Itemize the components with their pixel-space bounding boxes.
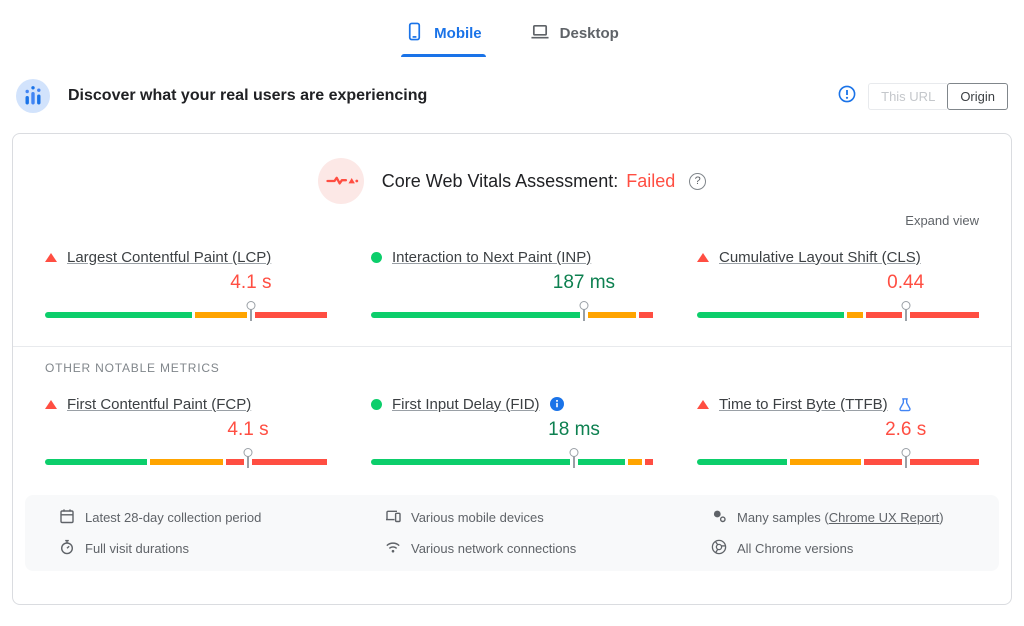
help-icon[interactable]: ? bbox=[689, 172, 707, 190]
flask-icon[interactable] bbox=[898, 397, 912, 412]
info-filled-icon[interactable] bbox=[549, 397, 564, 411]
metric-lcp: Largest Contentful Paint (LCP) 4.1 s bbox=[45, 246, 327, 321]
bar-marker-pin bbox=[247, 450, 250, 468]
tab-desktop-label: Desktop bbox=[559, 25, 619, 42]
core-metrics-grid: Largest Contentful Paint (LCP) 4.1 s Int… bbox=[13, 230, 1011, 321]
network-connections-text: Various network connections bbox=[411, 541, 577, 556]
field-data-icon bbox=[16, 79, 50, 113]
chrome-versions-text: All Chrome versions bbox=[737, 541, 854, 556]
metric-ttfb: Time to First Byte (TTFB) 2.6 s bbox=[697, 393, 979, 468]
assessment-status: Failed bbox=[626, 170, 676, 191]
info-outline-icon[interactable] bbox=[838, 85, 856, 108]
bar-marker-pin bbox=[904, 450, 907, 468]
poor-triangle-icon bbox=[45, 399, 57, 409]
collection-period-text: Latest 28-day collection period bbox=[85, 510, 262, 525]
metric-ttfb-link[interactable]: Time to First Byte (TTFB) bbox=[719, 395, 888, 413]
metric-inp-link[interactable]: Interaction to Next Paint (INP) bbox=[392, 248, 592, 266]
expand-view-button[interactable]: Expand view bbox=[905, 213, 979, 228]
bar-marker-pin bbox=[904, 303, 907, 321]
this-url-button[interactable]: This URL bbox=[868, 82, 948, 110]
metric-cls-bar bbox=[697, 303, 979, 321]
samples-item: Many samples (Chrome UX Report) bbox=[711, 508, 979, 527]
good-dot-icon bbox=[371, 251, 382, 263]
metric-fcp: First Contentful Paint (FCP) 4.1 s bbox=[45, 393, 327, 468]
metric-cls: Cumulative Layout Shift (CLS) 0.44 bbox=[697, 246, 979, 321]
section-divider bbox=[13, 346, 1011, 347]
mobile-devices-text: Various mobile devices bbox=[411, 510, 544, 525]
mobile-devices-item: Various mobile devices bbox=[385, 508, 653, 527]
bar-marker-pin bbox=[573, 450, 576, 468]
metric-lcp-value: 4.1 s bbox=[230, 272, 272, 293]
metric-inp-bar bbox=[371, 303, 653, 321]
metric-fid-value: 18 ms bbox=[548, 419, 600, 440]
field-data-card: Core Web Vitals Assessment: Failed ? Exp… bbox=[12, 133, 1012, 605]
samples-icon bbox=[711, 508, 727, 527]
origin-button[interactable]: Origin bbox=[947, 82, 1008, 110]
laptop-icon bbox=[530, 22, 550, 45]
poor-triangle-icon bbox=[697, 252, 709, 262]
smartphone-icon bbox=[405, 22, 424, 45]
metric-fid: First Input Delay (FID) 18 ms bbox=[371, 393, 653, 468]
tab-mobile-label: Mobile bbox=[434, 25, 482, 42]
device-tab-bar: Mobile Desktop bbox=[0, 0, 1024, 57]
metric-fid-bar bbox=[371, 450, 653, 468]
assessment-title: Core Web Vitals Assessment: bbox=[381, 170, 619, 191]
metric-cls-value: 0.44 bbox=[887, 272, 925, 293]
assessment-pulse-icon bbox=[317, 158, 364, 204]
active-tab-underline bbox=[401, 54, 486, 57]
bar-marker-pin bbox=[582, 303, 585, 321]
scope-toggle: This URL Origin bbox=[868, 82, 1008, 110]
other-metrics-grid: First Contentful Paint (FCP) 4.1 s First… bbox=[13, 375, 1011, 468]
visit-durations-item: Full visit durations bbox=[59, 539, 327, 558]
other-metrics-label: OTHER NOTABLE METRICS bbox=[45, 361, 220, 375]
good-dot-icon bbox=[371, 398, 382, 410]
network-connections-item: Various network connections bbox=[385, 539, 653, 558]
metric-fcp-value: 4.1 s bbox=[227, 419, 269, 440]
metric-ttfb-value: 2.6 s bbox=[885, 419, 927, 440]
field-data-footer: Latest 28-day collection period Full vis… bbox=[25, 495, 999, 571]
chrome-icon bbox=[711, 539, 727, 558]
calendar-icon bbox=[59, 508, 75, 527]
tab-desktop[interactable]: Desktop bbox=[526, 20, 623, 57]
devices-icon bbox=[385, 508, 401, 527]
cwv-assessment-header: Core Web Vitals Assessment: Failed ? bbox=[13, 158, 1011, 204]
field-data-title: Discover what your real users are experi… bbox=[68, 87, 428, 104]
metric-lcp-bar bbox=[45, 303, 327, 321]
poor-triangle-icon bbox=[697, 399, 709, 409]
metric-ttfb-bar bbox=[697, 450, 979, 468]
metric-fid-link[interactable]: First Input Delay (FID) bbox=[392, 395, 540, 413]
samples-text: Many samples (Chrome UX Report) bbox=[737, 510, 944, 525]
metric-fcp-link[interactable]: First Contentful Paint (FCP) bbox=[67, 395, 252, 413]
metric-inp: Interaction to Next Paint (INP) 187 ms bbox=[371, 246, 653, 321]
metric-inp-value: 187 ms bbox=[552, 272, 616, 293]
bar-marker-pin bbox=[249, 303, 252, 321]
field-data-header: Discover what your real users are experi… bbox=[16, 79, 1008, 113]
poor-triangle-icon bbox=[45, 252, 57, 262]
stopwatch-icon bbox=[59, 539, 75, 558]
tab-mobile[interactable]: Mobile bbox=[401, 20, 486, 57]
crux-report-link[interactable]: Chrome UX Report bbox=[828, 510, 940, 525]
chrome-versions-item: All Chrome versions bbox=[711, 539, 979, 558]
metric-fcp-bar bbox=[45, 450, 327, 468]
metric-cls-link[interactable]: Cumulative Layout Shift (CLS) bbox=[719, 248, 921, 266]
visit-durations-text: Full visit durations bbox=[85, 541, 190, 556]
collection-period-item: Latest 28-day collection period bbox=[59, 508, 327, 527]
metric-lcp-link[interactable]: Largest Contentful Paint (LCP) bbox=[67, 248, 272, 266]
network-icon bbox=[385, 539, 401, 558]
